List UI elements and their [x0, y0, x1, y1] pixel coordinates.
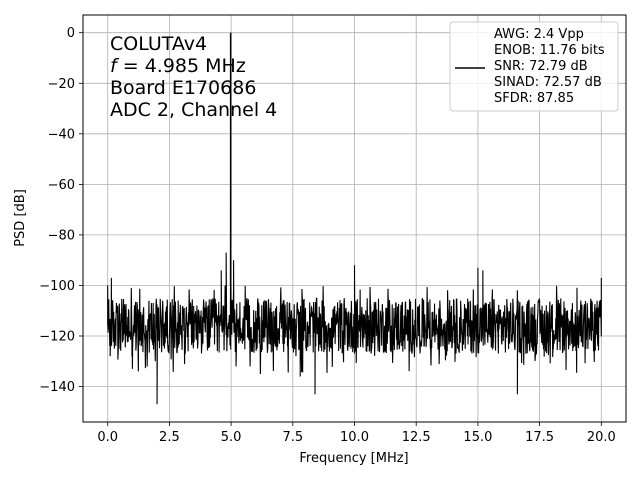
- x-tick-label: 2.5: [159, 430, 180, 445]
- x-tick-label: 10.0: [340, 430, 369, 445]
- legend-sfdr: SFDR: 87.85: [494, 91, 574, 106]
- annotation-frequency-value: = 4.985 MHz: [117, 55, 246, 77]
- legend-enob: ENOB: 11.76 bits: [494, 43, 605, 58]
- run-annotation: COLUTAv4 f = 4.985 MHz Board E170686 ADC…: [110, 33, 277, 121]
- x-tick-label: 20.0: [587, 430, 616, 445]
- y-tick-label: −100: [39, 279, 75, 294]
- x-tick-label: 17.5: [525, 430, 554, 445]
- y-tick-label: −80: [48, 228, 75, 243]
- annotation-frequency: f = 4.985 MHz: [110, 55, 246, 77]
- x-tick-label: 12.5: [402, 430, 431, 445]
- legend: AWG: 2.4 Vpp ENOB: 11.76 bits SNR: 72.79…: [449, 21, 619, 112]
- psd-trace-line: [107, 32, 602, 405]
- x-axis-ticks: 0.0 2.5 5.0 7.5 10.0 12.5 15.0 17.5 20.0: [97, 422, 616, 445]
- y-axis-ticks: 0 −20 −40 −60 −80 −100 −120 −140: [39, 26, 83, 395]
- annotation-channel: ADC 2, Channel 4: [110, 99, 277, 121]
- legend-snr: SNR: 72.79 dB: [494, 59, 588, 74]
- annotation-board: Board E170686: [110, 77, 256, 99]
- annotation-chip-name: COLUTAv4: [110, 33, 207, 55]
- x-tick-label: 5.0: [221, 430, 242, 445]
- y-tick-label: −140: [39, 380, 75, 395]
- legend-sinad: SINAD: 72.57 dB: [494, 75, 602, 90]
- psd-trace-group: [107, 32, 602, 405]
- x-tick-label: 15.0: [463, 430, 492, 445]
- legend-box: [449, 21, 619, 112]
- y-axis-title: PSD [dB]: [13, 189, 28, 247]
- y-tick-label: 0: [67, 26, 75, 41]
- x-tick-label: 7.5: [282, 430, 303, 445]
- y-tick-label: −120: [39, 330, 75, 345]
- x-tick-label: 0.0: [97, 430, 118, 445]
- annotation-frequency-symbol: f: [110, 55, 120, 77]
- x-axis-title: Frequency [MHz]: [299, 451, 408, 466]
- y-tick-label: −60: [48, 178, 75, 193]
- y-tick-label: −40: [48, 127, 75, 142]
- legend-awg: AWG: 2.4 Vpp: [494, 27, 584, 42]
- y-tick-label: −20: [48, 77, 75, 92]
